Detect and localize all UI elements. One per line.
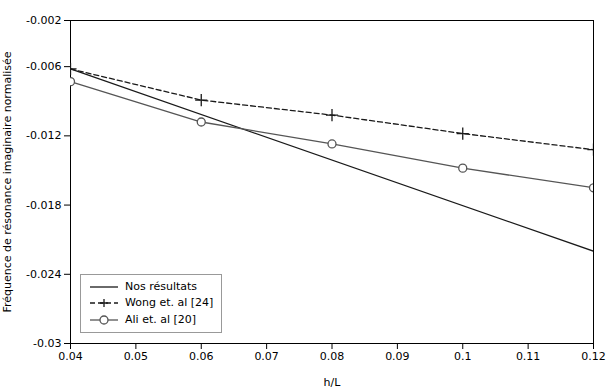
html-text:Ali et. al [20]: Ali et. al [20] — [125, 312, 197, 326]
svg-text:-0.018: -0.018 — [26, 199, 61, 212]
svg-text:0.1: 0.1 — [454, 350, 472, 363]
html-text:Wong et. al [24]: Wong et. al [24] — [125, 296, 214, 309]
svg-text:0.07: 0.07 — [254, 350, 279, 363]
svg-text:0.08: 0.08 — [320, 350, 345, 363]
html-text:Nos résultats: Nos résultats — [125, 279, 198, 293]
svg-text:0.12: 0.12 — [581, 350, 606, 363]
svg-text:h/L: h/L — [324, 376, 342, 388]
svg-text:0.11: 0.11 — [516, 350, 541, 363]
svg-text:0.05: 0.05 — [124, 350, 149, 363]
svg-text:-0.006: -0.006 — [26, 60, 61, 73]
svg-text:0.04: 0.04 — [58, 350, 83, 363]
svg-text:0.06: 0.06 — [189, 350, 214, 363]
svg-text:Fréquence de résonance imagina: Fréquence de résonance imaginaire normal… — [1, 51, 14, 312]
svg-text:0.09: 0.09 — [385, 350, 410, 363]
svg-text:-0.024: -0.024 — [26, 268, 61, 281]
svg-text:-0.03: -0.03 — [33, 337, 61, 350]
svg-text:-0.002: -0.002 — [26, 14, 61, 27]
svg-text:-0.012: -0.012 — [26, 129, 61, 142]
